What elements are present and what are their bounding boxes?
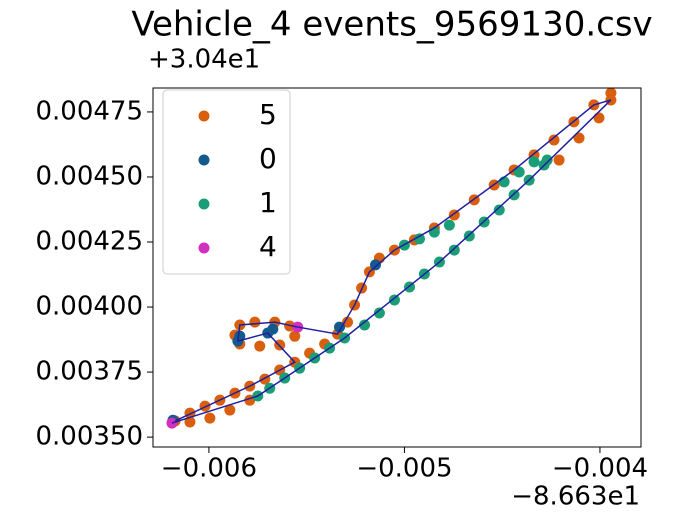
x-tick-label: −0.005 [356,454,452,484]
y-tick-label: 0.00350 [35,422,143,452]
legend: 5 0 1 4 [162,89,291,275]
point [234,330,246,342]
point [342,316,354,328]
y-tick-label: 0.00375 [35,357,143,387]
legend-label: 0 [259,142,277,175]
point [553,154,565,166]
y-tick-label: 0.00400 [35,292,143,322]
point [289,330,301,342]
x-tick-label: −0.006 [161,454,257,484]
y-tick-label: 0.00450 [35,161,143,191]
legend-marker [198,198,210,210]
point [528,156,540,168]
point [373,307,385,319]
point [249,316,261,328]
point [204,412,216,424]
point [369,259,381,271]
point [593,112,605,124]
point [443,219,455,231]
point [388,294,400,306]
y-tick-label: 0.00475 [35,96,143,126]
point [448,244,460,256]
legend-marker [198,242,210,254]
point [548,134,560,146]
legend-label: 1 [259,186,277,219]
point [334,321,346,333]
x-offset-text: −8.663e1 [511,482,640,512]
point [493,204,505,216]
legend-marker [198,110,210,122]
plot-frame [152,87,642,448]
legend-label: 4 [259,230,277,263]
legend-box [162,89,291,275]
point [573,132,585,144]
point [254,340,266,352]
point [199,400,211,412]
y-offset-text: +3.04e1 [148,45,260,75]
track-line [171,99,612,424]
chart-title: Vehicle_4 events_9569130.csv [131,5,652,45]
point [184,416,196,428]
point [267,323,279,335]
legend-marker [198,154,210,166]
point [513,166,525,178]
y-tick-label: 0.00425 [35,227,143,257]
point [463,230,475,242]
point [359,319,371,331]
x-tick-label: −0.004 [552,454,648,484]
point [413,233,425,245]
legend-label: 5 [259,98,277,131]
point [224,404,236,416]
